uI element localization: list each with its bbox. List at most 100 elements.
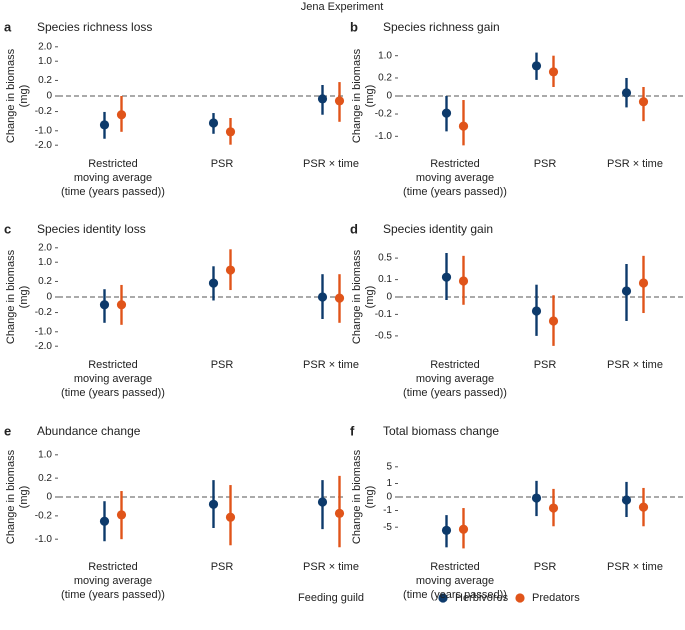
y-axis-label: Change in biomass (mg): [5, 249, 30, 345]
panel-letter: c: [4, 221, 11, 236]
legend-title: Feeding guild: [298, 592, 364, 604]
y-tick-label: 0: [46, 91, 52, 102]
x-tick-label: Restricted moving average (time (years p…: [403, 158, 507, 198]
point: [99, 300, 110, 310]
y-axis-label: Change in biomass (mg): [351, 48, 376, 144]
point: [621, 88, 632, 98]
y-tick-label: 0.2: [378, 73, 392, 84]
point: [638, 97, 649, 107]
y-tick-label: 0.2: [38, 75, 52, 86]
x-tick-label: PSR: [210, 158, 234, 170]
y-tick-label: 0.5: [378, 253, 392, 264]
point: [99, 120, 110, 130]
y-tick-label: 2.0: [38, 41, 52, 52]
point: [208, 499, 219, 509]
y-tick-label: 0: [46, 492, 52, 503]
y-tick-label: -0.5: [375, 331, 393, 342]
x-tick-label: PSR: [210, 359, 234, 371]
point: [317, 292, 328, 302]
point: [225, 512, 236, 522]
legend-label: Predators: [532, 592, 580, 604]
panel-letter: b: [350, 19, 358, 34]
x-tick-label: PSR: [533, 158, 557, 170]
panel-title: Species richness loss: [37, 20, 152, 34]
x-tick-label: PSR × time: [303, 561, 359, 573]
point: [317, 94, 328, 104]
y-tick-label: -2.0: [35, 140, 53, 151]
y-tick-label: 0.2: [38, 473, 52, 484]
x-tick-label: Restricted moving average (time (years p…: [61, 158, 165, 198]
x-tick-label: PSR × time: [607, 158, 663, 170]
x-tick-label: Restricted moving average (time (years p…: [403, 561, 507, 601]
y-tick-label: -5: [383, 522, 392, 533]
point: [208, 278, 219, 288]
y-axis-label: Change in biomass (mg): [5, 449, 30, 545]
x-tick-label: PSR × time: [607, 359, 663, 371]
point: [208, 118, 219, 128]
y-tick-label: -0.2: [375, 109, 393, 120]
panel-title: Abundance change: [37, 424, 141, 438]
point: [621, 286, 632, 296]
panel-letter: d: [350, 221, 358, 236]
point: [334, 96, 345, 106]
point: [548, 503, 559, 513]
panel-letter: f: [350, 423, 355, 438]
point: [531, 493, 542, 503]
y-tick-label: -0.2: [35, 307, 53, 318]
y-tick-label: 0: [46, 292, 52, 303]
y-tick-label: 1.0: [378, 50, 392, 61]
point: [458, 276, 469, 286]
x-tick-label: Restricted moving average (time (years p…: [403, 359, 507, 399]
point: [458, 121, 469, 131]
figure-title: Jena Experiment: [301, 1, 384, 13]
point: [116, 300, 127, 310]
x-tick-label: Restricted moving average (time (years p…: [61, 359, 165, 399]
y-tick-label: 1.0: [38, 449, 52, 460]
y-tick-label: -2.0: [35, 341, 53, 352]
y-tick-label: -1.0: [35, 125, 53, 136]
x-tick-label: PSR × time: [607, 561, 663, 573]
panel-title: Total biomass change: [383, 424, 499, 438]
point: [441, 272, 452, 282]
x-tick-label: PSR: [210, 561, 234, 573]
x-tick-label: PSR × time: [303, 158, 359, 170]
x-tick-label: PSR: [533, 359, 557, 371]
y-tick-label: 0: [386, 492, 392, 503]
point: [225, 127, 236, 137]
x-tick-label: Restricted moving average (time (years p…: [61, 561, 165, 601]
y-tick-label: -1.0: [375, 131, 393, 142]
point: [548, 316, 559, 326]
y-tick-label: 0.1: [378, 274, 392, 285]
legend-marker: [438, 593, 448, 603]
point: [638, 502, 649, 512]
y-axis-label: Change in biomass (mg): [5, 48, 30, 144]
y-axis-label: Change in biomass (mg): [351, 449, 376, 545]
point: [116, 510, 127, 520]
point: [621, 495, 632, 505]
panel-letter: a: [4, 19, 12, 34]
panel-letter: e: [4, 423, 11, 438]
y-tick-label: 0: [386, 292, 392, 303]
point: [441, 525, 452, 535]
point: [531, 61, 542, 71]
point: [548, 67, 559, 77]
point: [334, 508, 345, 518]
point: [334, 293, 345, 303]
y-axis-label: Change in biomass (mg): [351, 249, 376, 345]
y-tick-label: 0.2: [38, 276, 52, 287]
y-tick-label: 1: [386, 478, 392, 489]
y-tick-label: -1.0: [35, 534, 53, 545]
y-tick-label: 0: [386, 91, 392, 102]
y-tick-label: 5: [386, 461, 392, 472]
panel-title: Species identity gain: [383, 222, 493, 236]
y-tick-label: 2.0: [38, 242, 52, 253]
panel-title: Species identity loss: [37, 222, 146, 236]
point: [441, 108, 452, 118]
point: [116, 110, 127, 120]
y-tick-label: -0.2: [35, 106, 53, 117]
y-tick-label: -1: [383, 505, 392, 516]
legend-label: Herbivores: [455, 592, 509, 604]
point: [531, 306, 542, 316]
